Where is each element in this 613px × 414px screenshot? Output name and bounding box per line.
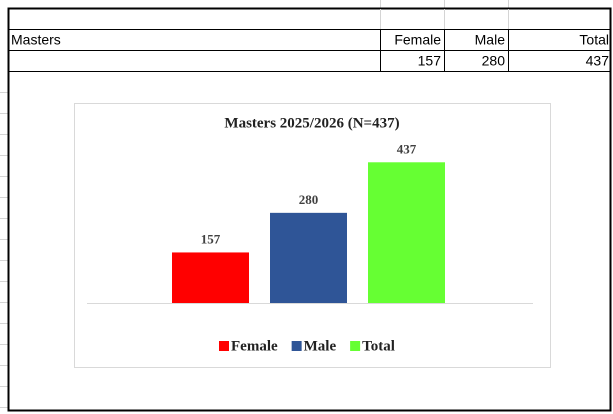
bar [270,212,347,303]
table-header: Female [394,32,441,48]
table-borders [7,7,612,412]
plot: 157 280 437 Female Male Total [87,141,533,354]
table-cell: 157 [418,53,442,69]
legend-label: Total [362,338,395,354]
legend-swatch [350,341,361,351]
table-header: Male [475,32,506,48]
legend-label: Male [304,338,337,354]
bar [368,162,445,303]
bar [172,252,249,303]
outer-border [7,7,612,412]
legend-swatch [291,341,302,351]
table-header: Total [579,32,609,48]
data-label: 437 [397,141,417,156]
table-cell: 437 [586,53,610,69]
chart-title: Masters 2025/2026 (N=437) [224,115,399,131]
data-label: 280 [299,192,319,207]
sheet-gridlines [0,0,509,408]
empty-row-gridlines [380,9,509,29]
data-label: 157 [201,231,221,246]
legend-label: Female [231,338,278,354]
legend-swatch [219,341,229,351]
table-header: Masters [11,32,61,48]
table-cell: 280 [482,53,506,69]
